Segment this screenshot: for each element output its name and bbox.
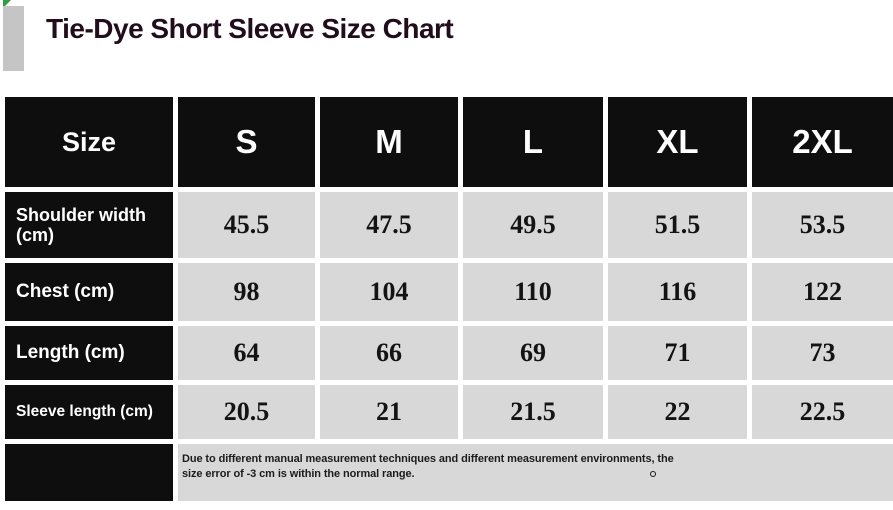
value-cell: 21 (320, 385, 458, 439)
corner-triangle-marker (3, 0, 11, 8)
title-accent-bar (3, 6, 24, 71)
note-line-1: Due to different manual measurement tech… (182, 453, 674, 465)
size-chart-table: Size S M L XL 2XL Shoulder width (cm) 45… (5, 97, 893, 501)
header-cell-size: Size (5, 97, 173, 187)
header-cell-l: L (463, 97, 603, 187)
value-cell: 104 (320, 263, 458, 321)
note-line-2: size error of -3 cm is within the normal… (182, 467, 415, 480)
row-label-shoulder-width: Shoulder width (cm) (5, 192, 173, 258)
value-cell: 98 (178, 263, 315, 321)
measurement-note: Due to different manual measurement tech… (178, 444, 893, 501)
value-cell: 51.5 (608, 192, 747, 258)
value-cell: 64 (178, 326, 315, 380)
value-cell: 47.5 (320, 192, 458, 258)
value-cell: 116 (608, 263, 747, 321)
header-cell-xl: XL (608, 97, 747, 187)
page-title: Tie-Dye Short Sleeve Size Chart (46, 13, 454, 44)
row-label-chest: Chest (cm) (5, 263, 173, 321)
value-cell: 71 (608, 326, 747, 380)
value-cell: 122 (752, 263, 893, 321)
header-cell-m: M (320, 97, 458, 187)
header-cell-s: S (178, 97, 315, 187)
value-cell: 20.5 (178, 385, 315, 439)
row-label-length: Length (cm) (5, 326, 173, 380)
stray-dot-mark (650, 471, 656, 477)
value-cell: 110 (463, 263, 603, 321)
value-cell: 69 (463, 326, 603, 380)
value-cell: 53.5 (752, 192, 893, 258)
value-cell: 45.5 (178, 192, 315, 258)
value-cell: 66 (320, 326, 458, 380)
value-cell: 21.5 (463, 385, 603, 439)
value-cell: 22 (608, 385, 747, 439)
header-cell-2xl: 2XL (752, 97, 893, 187)
value-cell: 73 (752, 326, 893, 380)
note-row-spacer (5, 444, 173, 501)
row-label-sleeve-length: Sleeve length (cm) (5, 385, 173, 439)
value-cell: 49.5 (463, 192, 603, 258)
value-cell: 22.5 (752, 385, 893, 439)
